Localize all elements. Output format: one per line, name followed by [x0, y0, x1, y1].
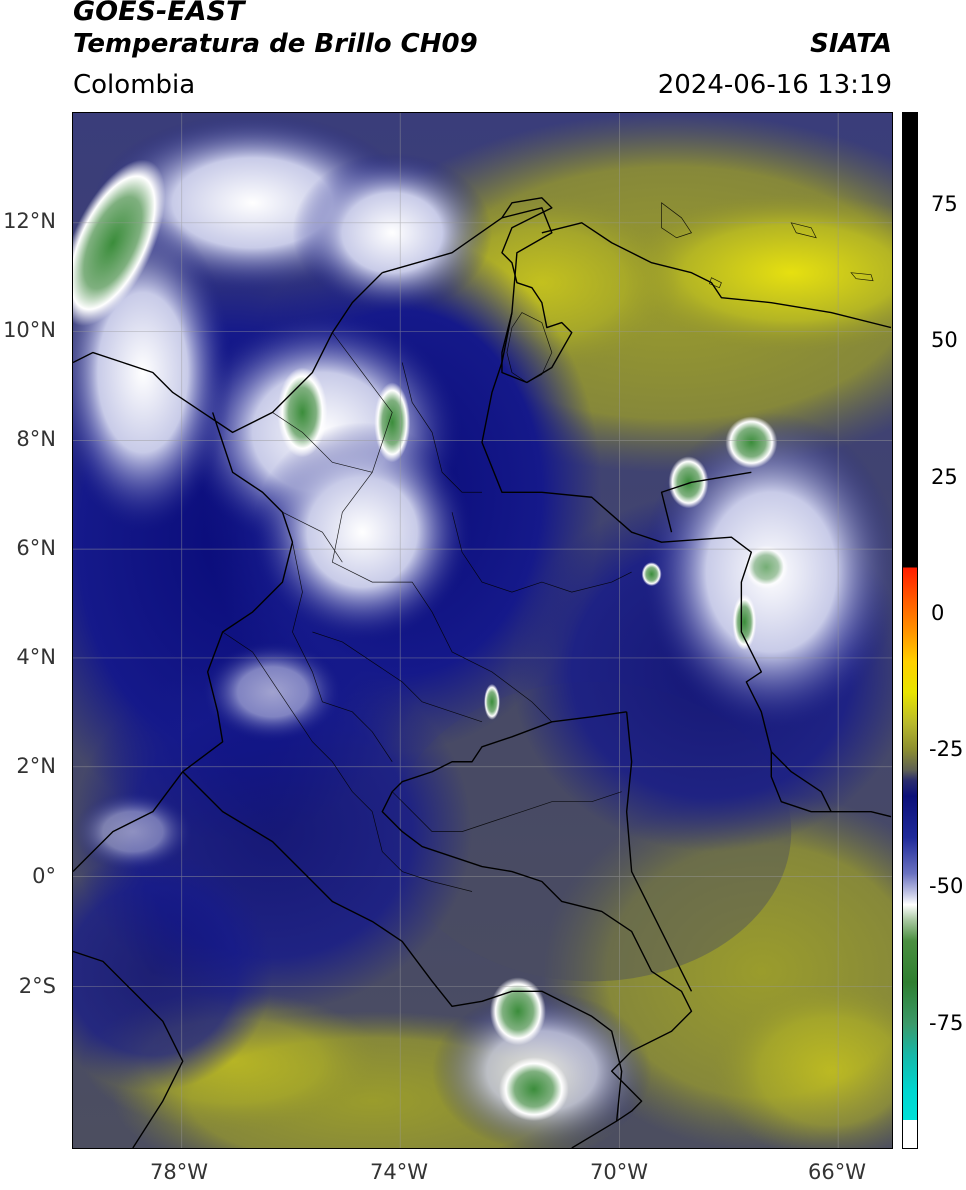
islands	[661, 202, 874, 289]
lon-label: 78°W	[150, 1160, 208, 1184]
colombia-border	[381, 207, 892, 1148]
colorbar-tick: 25	[931, 465, 958, 489]
lat-label: 2°S	[18, 974, 56, 998]
colorbar-tick: 0	[931, 601, 945, 625]
org-label: SIATA	[810, 29, 892, 59]
lon-label: 74°W	[370, 1160, 428, 1184]
colorbar-tick: -75	[929, 1011, 964, 1035]
region-label: Colombia	[73, 70, 196, 100]
colorbar	[902, 112, 918, 1149]
lat-label: 4°N	[16, 645, 56, 669]
lat-label: 6°N	[16, 536, 56, 560]
venezuela-brazil	[660, 471, 832, 812]
satellite-title: GOES-EAST	[73, 0, 245, 27]
product-title: Temperatura de Brillo CH09	[73, 29, 478, 59]
colorbar-tick: -50	[929, 874, 964, 898]
lat-label: 0°	[32, 864, 56, 888]
lon-label: 70°W	[590, 1160, 648, 1184]
colorbar-tick: -25	[929, 737, 964, 761]
datetime-label: 2024-06-16 13:19	[657, 70, 892, 100]
colorbar-tick: 50	[931, 328, 958, 352]
peru-coast	[73, 950, 184, 1148]
lat-label: 2°N	[16, 754, 56, 778]
lake-maracaibo	[506, 312, 553, 383]
lon-label: 66°W	[808, 1160, 866, 1184]
department-borders	[222, 332, 632, 892]
satellite-image	[72, 112, 893, 1149]
ecuador-peru-border	[182, 771, 623, 1122]
lat-label: 10°N	[3, 318, 56, 342]
brazil-border	[625, 711, 693, 992]
lat-label: 12°N	[3, 209, 56, 233]
lat-label: 8°N	[16, 427, 56, 451]
colorbar-tick: 75	[931, 192, 958, 216]
